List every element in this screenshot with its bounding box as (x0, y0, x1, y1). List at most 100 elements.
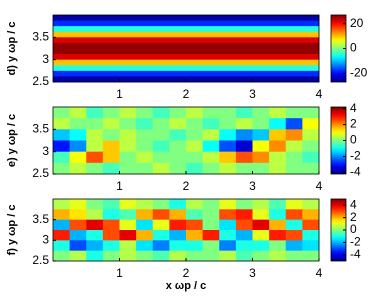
heatmap-cell (86, 240, 104, 252)
heatmap-cell (302, 209, 320, 221)
heatmap-cell (53, 129, 71, 141)
heatmap-cell (86, 199, 104, 210)
heatmap-cell (152, 162, 170, 175)
x-tick-label: 3 (249, 266, 256, 280)
heatmap-cell (119, 162, 137, 175)
heatmap-cell (53, 54, 320, 61)
heatmap-cell (102, 209, 120, 221)
heatmap-cell (202, 140, 220, 153)
heatmap-cell (252, 219, 270, 231)
heatmap-cell (152, 230, 170, 241)
heatmap-cell (235, 199, 253, 210)
heatmap-cell (53, 31, 320, 38)
y-tick-label: 3.5 (32, 212, 49, 226)
heatmap-cell (202, 209, 220, 221)
heatmap-cell (186, 240, 204, 252)
heatmap-cell (302, 230, 320, 241)
y-tick-label: 2.5 (32, 166, 49, 180)
heatmap-cell (186, 230, 204, 241)
heatmap-cell (53, 230, 71, 241)
heatmap-cell (53, 107, 71, 119)
heatmap-cell (86, 107, 104, 119)
heatmap-cell (252, 209, 270, 221)
heatmap-cell (252, 162, 270, 175)
heatmap-cell (219, 162, 237, 175)
heatmap-cell (136, 140, 154, 153)
heatmap-cell (86, 151, 104, 164)
colorbar-tick-label: 4 (350, 101, 357, 115)
heatmap-cell (252, 118, 270, 130)
y-axis-label: f) y ωp / c (6, 205, 18, 256)
heatmap-cell (86, 162, 104, 175)
heatmap-cell (252, 129, 270, 141)
heatmap-cell (152, 240, 170, 252)
heatmap-cell (169, 162, 187, 175)
heatmap-cell (302, 151, 320, 164)
heatmap-cell (269, 209, 287, 221)
heatmap-cell (53, 15, 320, 21)
heatmap-cell (302, 162, 320, 175)
heatmap-cell (69, 250, 87, 262)
x-tick-label: 4 (316, 87, 323, 101)
heatmap-cell (119, 219, 137, 231)
colorbar-tick-label: -20 (350, 65, 368, 79)
heatmap-cell (235, 162, 253, 175)
x-tick-label: 1 (116, 179, 123, 193)
heatmap-cell (219, 140, 237, 153)
heatmap-cell (285, 209, 303, 221)
heatmap-cell (285, 118, 303, 130)
heatmap-cell (102, 199, 120, 210)
heatmap-cell (53, 140, 71, 153)
y-axis-label: d) y ωp / c (6, 22, 18, 76)
heatmap-cell (252, 250, 270, 262)
heatmap-cell (102, 230, 120, 241)
y-tick-label: 3 (42, 233, 49, 247)
y-tick-label: 3 (42, 144, 49, 158)
heatmap-cell (269, 129, 287, 141)
y-tick-label: 3.5 (32, 122, 49, 136)
heatmap-cell (186, 250, 204, 262)
heatmap-cell (269, 219, 287, 231)
heatmap-cell (69, 199, 87, 210)
heatmap-cell (235, 230, 253, 241)
heatmap-cell (53, 26, 320, 33)
heatmap-cell (53, 37, 320, 44)
heatmap-cell (186, 209, 204, 221)
heatmap-cell (269, 118, 287, 130)
heatmap-cell (69, 129, 87, 141)
heatmap-cell (53, 42, 320, 49)
heatmap-cell (102, 240, 120, 252)
colorbar-tick-label: 0 (350, 222, 357, 236)
heatmap-cell (219, 199, 237, 210)
heatmap-cell (302, 118, 320, 130)
x-tick-label: 1 (116, 87, 123, 101)
heatmap-cell (169, 240, 187, 252)
heatmap-cell (252, 140, 270, 153)
heatmap-cell (202, 118, 220, 130)
heatmap-cell (169, 209, 187, 221)
heatmap-cell (302, 129, 320, 141)
heatmap-cell (169, 151, 187, 164)
heatmap-cell (186, 129, 204, 141)
heatmap-cell (219, 219, 237, 231)
heatmap-cell (169, 107, 187, 119)
heatmap-cell (302, 240, 320, 252)
heatmap-cell (102, 162, 120, 175)
heatmap-cell (285, 240, 303, 252)
heatmap-cell (53, 20, 320, 27)
heatmap-cell (235, 240, 253, 252)
heatmap-cell (136, 219, 154, 231)
heatmap-cell (119, 250, 137, 262)
heatmap-cell (136, 199, 154, 210)
heatmap-cell (53, 65, 320, 72)
y-tick-label: 3 (42, 52, 49, 66)
heatmap-cell (285, 199, 303, 210)
heatmap-cell (202, 250, 220, 262)
heatmap-cell (285, 107, 303, 119)
x-tick-label: 3 (249, 179, 256, 193)
heatmap-cell (269, 107, 287, 119)
heatmap-cell (202, 219, 220, 231)
colorbar-tick-label: 2 (350, 210, 357, 224)
heatmap-cell (269, 250, 287, 262)
